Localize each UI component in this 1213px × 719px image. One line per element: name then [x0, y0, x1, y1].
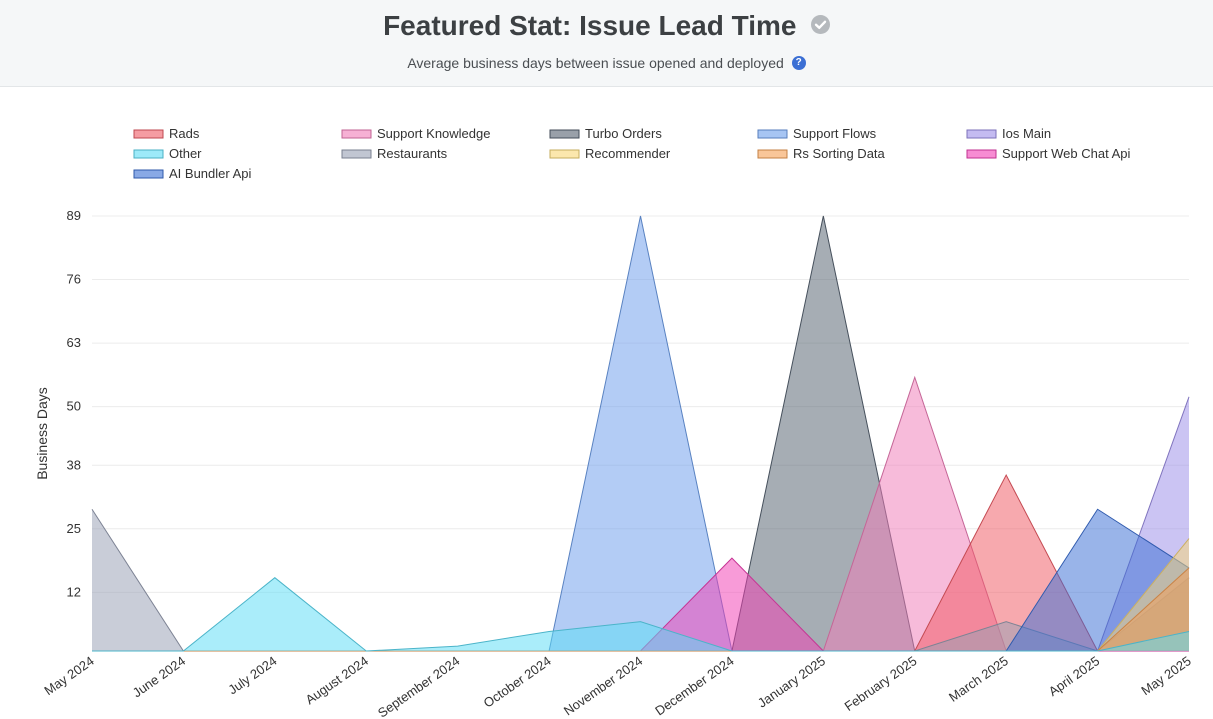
area-support-flows [92, 216, 1189, 651]
y-tick-label: 89 [67, 208, 81, 223]
legend-item-turbo-orders: Turbo Orders [549, 126, 662, 141]
question-circle-icon[interactable]: ? [791, 56, 806, 71]
legend-item-other: Other [133, 146, 202, 161]
x-tick-label: March 2025 [946, 653, 1011, 705]
page-subtitle: Average business days between issue open… [407, 55, 784, 71]
x-tick-label: April 2025 [1046, 653, 1103, 699]
legend-label: Support Knowledge [377, 126, 490, 141]
y-axis-title: Business Days [34, 387, 50, 480]
legend-swatch [133, 129, 164, 139]
legend-swatch [341, 129, 372, 139]
x-tick-label: February 2025 [842, 653, 920, 714]
legend-item-recommender: Recommender [549, 146, 671, 161]
x-tick-label: November 2024 [561, 653, 645, 718]
x-tick-label: August 2024 [303, 653, 371, 707]
legend-label: Other [169, 146, 202, 161]
subtitle-row: Average business days between issue open… [0, 55, 1213, 71]
title-row: Featured Stat: Issue Lead Time [0, 10, 1213, 42]
x-tick-label: December 2024 [652, 653, 736, 718]
stat-header: Featured Stat: Issue Lead Time Average b… [0, 0, 1213, 87]
x-tick-label: May 2025 [1138, 653, 1193, 698]
legend-swatch [133, 169, 164, 179]
legend-swatch [549, 149, 580, 159]
area-other [92, 577, 1189, 651]
legend-label: Turbo Orders [585, 126, 662, 141]
check-circle-icon [810, 14, 830, 34]
legend-swatch [966, 129, 997, 139]
legend-item-ai-bundler-api: AI Bundler Api [133, 166, 251, 181]
legend-item-rads: Rads [133, 126, 200, 141]
legend-label: Support Web Chat Api [1002, 146, 1131, 161]
page-title: Featured Stat: Issue Lead Time [383, 10, 797, 41]
legend-item-restaurants: Restaurants [341, 146, 448, 161]
x-tick-label: July 2024 [225, 653, 279, 697]
legend-label: Support Flows [793, 126, 877, 141]
legend-item-ios-main: Ios Main [966, 126, 1051, 141]
x-tick-label: June 2024 [130, 653, 188, 700]
legend-label: Rs Sorting Data [793, 146, 886, 161]
lead-time-chart: 12 25 38 50 63 76 89 Business Days May 2024 June … [34, 126, 1194, 719]
y-tick-label: 63 [67, 335, 81, 350]
line-other [92, 577, 1190, 652]
legend-label: AI Bundler Api [169, 166, 251, 181]
y-tick-label: 38 [67, 457, 81, 472]
legend-item-support-knowledge: Support Knowledge [341, 126, 490, 141]
x-tick-label: May 2024 [41, 653, 96, 698]
legend-swatch [966, 149, 997, 159]
y-tick-label: 25 [67, 521, 81, 536]
legend-label: Restaurants [377, 146, 448, 161]
legend-label: Rads [169, 126, 200, 141]
x-tick-label: October 2024 [481, 653, 554, 710]
legend-swatch [133, 149, 164, 159]
legend-item-rs-sorting-data: Rs Sorting Data [757, 146, 886, 161]
legend-swatch [549, 129, 580, 139]
legend-swatch [757, 149, 788, 159]
legend-swatch [341, 149, 372, 159]
area-support-knowledge [92, 377, 1189, 651]
legend-item-support-web-chat-api: Support Web Chat Api [966, 146, 1131, 161]
legend-swatch [757, 129, 788, 139]
y-tick-label: 12 [67, 584, 81, 599]
legend-item-support-flows: Support Flows [757, 126, 877, 141]
y-tick-label: 50 [67, 399, 81, 414]
legend-label: Recommender [585, 146, 671, 161]
x-tick-label: September 2024 [375, 653, 462, 719]
area-ai-bundler-api [92, 509, 1189, 651]
y-tick-label: 76 [67, 272, 81, 287]
x-tick-label: January 2025 [755, 653, 828, 710]
legend-label: Ios Main [1002, 126, 1051, 141]
